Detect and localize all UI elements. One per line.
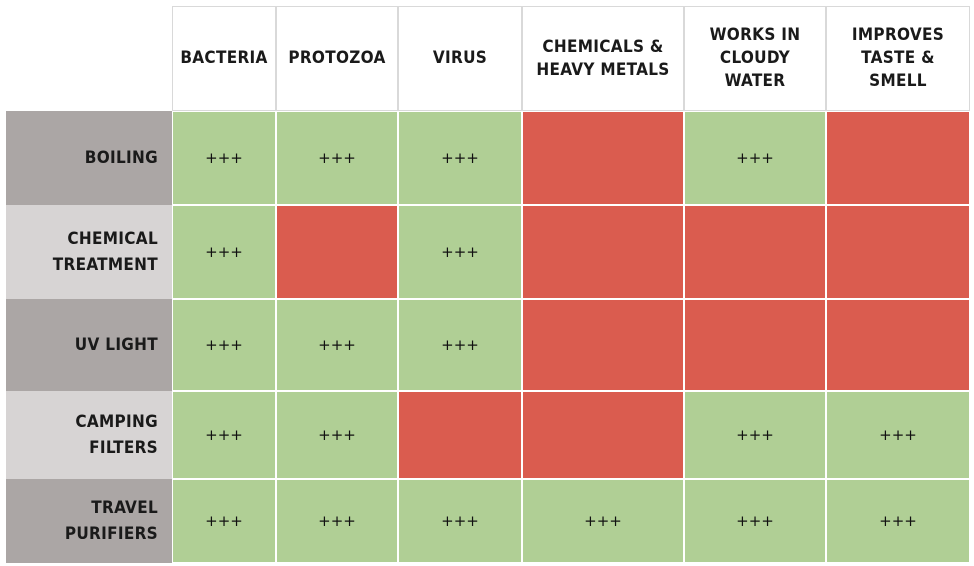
column-header: WORKS IN CLOUDY WATER: [684, 6, 826, 111]
effective-cell: +++: [826, 479, 970, 563]
effective-cell: +++: [398, 111, 522, 205]
effective-cell: +++: [172, 299, 276, 391]
effective-cell: +++: [276, 391, 398, 479]
not-effective-cell: [398, 391, 522, 479]
column-header: BACTERIA: [172, 6, 276, 111]
not-effective-cell: [522, 111, 684, 205]
effective-cell: +++: [684, 391, 826, 479]
not-effective-cell: [684, 299, 826, 391]
effective-cell: +++: [522, 479, 684, 563]
not-effective-cell: [276, 205, 398, 299]
row-header: BOILING: [6, 111, 172, 205]
column-header: PROTOZOA: [276, 6, 398, 111]
column-header: VIRUS: [398, 6, 522, 111]
not-effective-cell: [522, 205, 684, 299]
effective-cell: +++: [172, 205, 276, 299]
effective-cell: +++: [172, 391, 276, 479]
not-effective-cell: [826, 111, 970, 205]
row-header: UV LIGHT: [6, 299, 172, 391]
effective-cell: +++: [398, 479, 522, 563]
not-effective-cell: [684, 205, 826, 299]
row-header: CAMPING FILTERS: [6, 391, 172, 479]
not-effective-cell: [826, 205, 970, 299]
effective-cell: +++: [398, 205, 522, 299]
effective-cell: +++: [172, 111, 276, 205]
column-header: IMPROVES TASTE & SMELL: [826, 6, 970, 111]
effective-cell: +++: [684, 479, 826, 563]
effective-cell: +++: [398, 299, 522, 391]
effective-cell: +++: [276, 299, 398, 391]
not-effective-cell: [522, 391, 684, 479]
not-effective-cell: [826, 299, 970, 391]
effective-cell: +++: [826, 391, 970, 479]
not-effective-cell: [522, 299, 684, 391]
row-header: TRAVEL PURIFIERS: [6, 479, 172, 563]
effective-cell: +++: [276, 479, 398, 563]
column-header: CHEMICALS & HEAVY METALS: [522, 6, 684, 111]
effective-cell: +++: [276, 111, 398, 205]
effective-cell: +++: [684, 111, 826, 205]
effective-cell: +++: [172, 479, 276, 563]
row-header: CHEMICAL TREATMENT: [6, 205, 172, 299]
